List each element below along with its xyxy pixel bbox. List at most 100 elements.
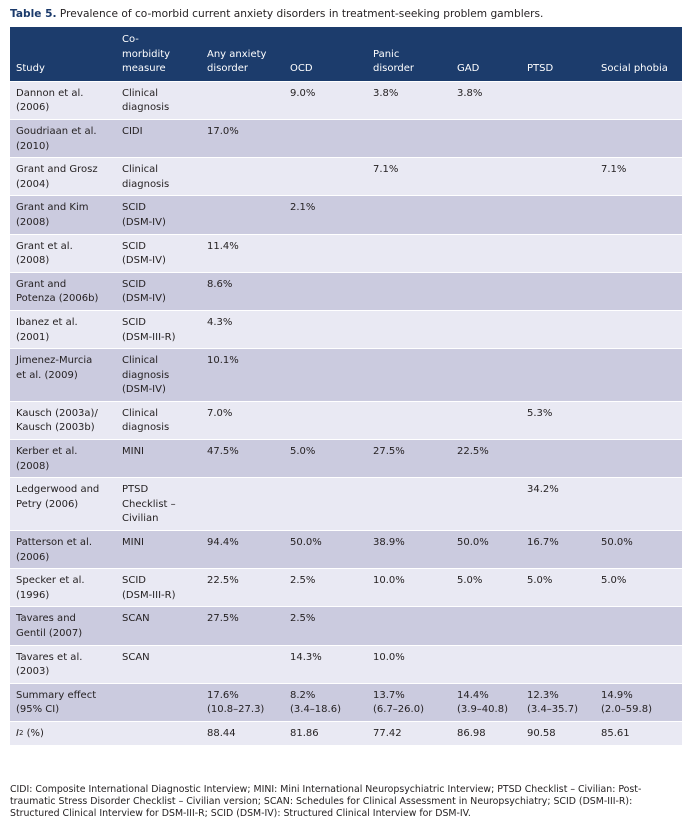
table-caption-label: Table 5.: [10, 8, 57, 20]
cell-any-anxiety-disorder: 94.4%: [201, 530, 284, 569]
cell-ocd: [284, 118, 367, 158]
table-row: Grant and Potenza (2006b) SCID (DSM-IV) 8.6%: [10, 271, 682, 311]
i2-cell-ptsd: 90.58: [521, 720, 595, 745]
cell-any-anxiety-disorder: 22.5%: [201, 568, 284, 607]
prevalence-table: Study Co-morbidity measure Any anxiety disor…: [10, 27, 682, 745]
column-header-gad: GAD: [451, 27, 521, 82]
cell-comorbidity-measure: SCAN: [116, 606, 201, 646]
i2-label: I2 (%): [10, 720, 116, 745]
cell-ptsd: [521, 606, 595, 646]
table-row: Ibanez et al. (2001) SCID (DSM-III-R) 4.3%: [10, 309, 682, 349]
cell-ocd: 5.0%: [284, 439, 367, 478]
cell-panic-disorder: 10.0%: [367, 568, 451, 607]
cell-any-anxiety-disorder: [201, 157, 284, 196]
cell-any-anxiety-disorder: [201, 477, 284, 531]
cell-study: Grant and Grosz (2004): [10, 157, 116, 196]
cell-gad: [451, 233, 521, 273]
table-footnote: CIDI: Composite International Diagnostic…: [10, 784, 642, 819]
cell-comorbidity-measure: MINI: [116, 530, 201, 569]
cell-any-anxiety-disorder: [201, 80, 284, 120]
cell-social-phobia: [595, 233, 682, 273]
cell-gad: [451, 348, 521, 402]
cell-ptsd: 34.2%: [521, 477, 595, 531]
cell-ptsd: [521, 233, 595, 273]
cell-ocd: [284, 233, 367, 273]
table-body: Dannon et al. (2006) Clinical diagnosis 9.0%…: [10, 80, 682, 745]
cell-panic-disorder: 38.9%: [367, 530, 451, 569]
table-row: Goudriaan et al. (2010) CIDI 17.0%: [10, 118, 682, 158]
cell-social-phobia: [595, 309, 682, 349]
cell-ptsd: 5.3%: [521, 400, 595, 440]
cell-study: Tavares et al. (2003): [10, 644, 116, 684]
i2-cell-social-phobia: 85.61: [595, 720, 682, 745]
column-header-study: Study: [10, 27, 116, 82]
cell-comorbidity-measure: SCID (DSM-IV): [116, 233, 201, 273]
cell-social-phobia: 14.9% (2.0–59.8): [595, 682, 682, 722]
cell-gad: 3.8%: [451, 80, 521, 120]
cell-social-phobia: [595, 348, 682, 402]
i2-cell-panic-disorder: 77.42: [367, 720, 451, 745]
cell-gad: 5.0%: [451, 568, 521, 607]
cell-comorbidity-measure: Clinical diagnosis (DSM-IV): [116, 348, 201, 402]
i2-label-base: I: [16, 727, 19, 739]
cell-study: Grant and Potenza (2006b): [10, 271, 116, 311]
cell-social-phobia: [595, 271, 682, 311]
cell-ocd: 8.2% (3.4–18.6): [284, 682, 367, 722]
cell-ptsd: [521, 118, 595, 158]
cell-ptsd: [521, 157, 595, 196]
header-row: Study Co-morbidity measure Any anxiety disor…: [10, 27, 682, 82]
cell-ocd: [284, 271, 367, 311]
cell-any-anxiety-disorder: 17.0%: [201, 118, 284, 158]
table-caption-text: Prevalence of co-morbid current anxiety …: [59, 8, 544, 20]
cell-any-anxiety-disorder: 47.5%: [201, 439, 284, 478]
cell-comorbidity-measure: SCID (DSM-III-R): [116, 309, 201, 349]
cell-social-phobia: [595, 195, 682, 235]
column-header-comorbidity-measure: Co-morbidity measure: [116, 27, 201, 82]
table-row: Patterson et al. (2006) MINI 94.4% 50.0% 38.9…: [10, 530, 682, 569]
table-header: Study Co-morbidity measure Any anxiety disor…: [10, 27, 682, 82]
column-header-any-anxiety-disorder: Any anxiety disorder: [201, 27, 284, 82]
cell-ocd: 50.0%: [284, 530, 367, 569]
cell-ptsd: [521, 644, 595, 684]
cell-panic-disorder: [367, 118, 451, 158]
cell-ocd: 2.5%: [284, 606, 367, 646]
cell-any-anxiety-disorder: 8.6%: [201, 271, 284, 311]
cell-any-anxiety-disorder: 7.0%: [201, 400, 284, 440]
cell-study: Patterson et al. (2006): [10, 530, 116, 569]
cell-panic-disorder: [367, 309, 451, 349]
cell-gad: [451, 606, 521, 646]
column-header-ocd: OCD: [284, 27, 367, 82]
cell-study: Kerber et al. (2008): [10, 439, 116, 478]
cell-ocd: [284, 477, 367, 531]
cell-comorbidity-measure: Clinical diagnosis: [116, 80, 201, 120]
cell-any-anxiety-disorder: 27.5%: [201, 606, 284, 646]
cell-study: Goudriaan et al. (2010): [10, 118, 116, 158]
i2-row: I2 (%) 88.44 81.86 77.42 86.98 90.58 85.61: [10, 720, 682, 745]
table-caption: Table 5. Prevalence of co-morbid current…: [10, 8, 680, 21]
column-header-social-phobia: Social phobia: [595, 27, 682, 82]
cell-comorbidity-measure: SCID (DSM-IV): [116, 271, 201, 311]
cell-ocd: 2.5%: [284, 568, 367, 607]
table-row: Specker et al. (1996) SCID (DSM-III-R) 22.5%…: [10, 568, 682, 607]
cell-ptsd: 16.7%: [521, 530, 595, 569]
i2-cell-comorbidity-measure: [116, 720, 201, 745]
cell-social-phobia: [595, 477, 682, 531]
cell-panic-disorder: [367, 400, 451, 440]
table-row: Ledgerwood and Petry (2006) PTSD Checklist …: [10, 477, 682, 531]
cell-study: Grant et al. (2008): [10, 233, 116, 273]
cell-any-anxiety-disorder: 10.1%: [201, 348, 284, 402]
table-row: Grant and Kim (2008) SCID (DSM-IV) 2.1%: [10, 195, 682, 235]
cell-comorbidity-measure: CIDI: [116, 118, 201, 158]
cell-panic-disorder: 13.7% (6.7–26.0): [367, 682, 451, 722]
cell-social-phobia: [595, 644, 682, 684]
cell-social-phobia: [595, 400, 682, 440]
cell-comorbidity-measure: MINI: [116, 439, 201, 478]
cell-ptsd: 5.0%: [521, 568, 595, 607]
cell-ptsd: [521, 271, 595, 311]
cell-study: Ledgerwood and Petry (2006): [10, 477, 116, 531]
cell-gad: [451, 271, 521, 311]
cell-any-anxiety-disorder: 11.4%: [201, 233, 284, 273]
cell-ocd: 14.3%: [284, 644, 367, 684]
cell-panic-disorder: 3.8%: [367, 80, 451, 120]
cell-ocd: [284, 309, 367, 349]
